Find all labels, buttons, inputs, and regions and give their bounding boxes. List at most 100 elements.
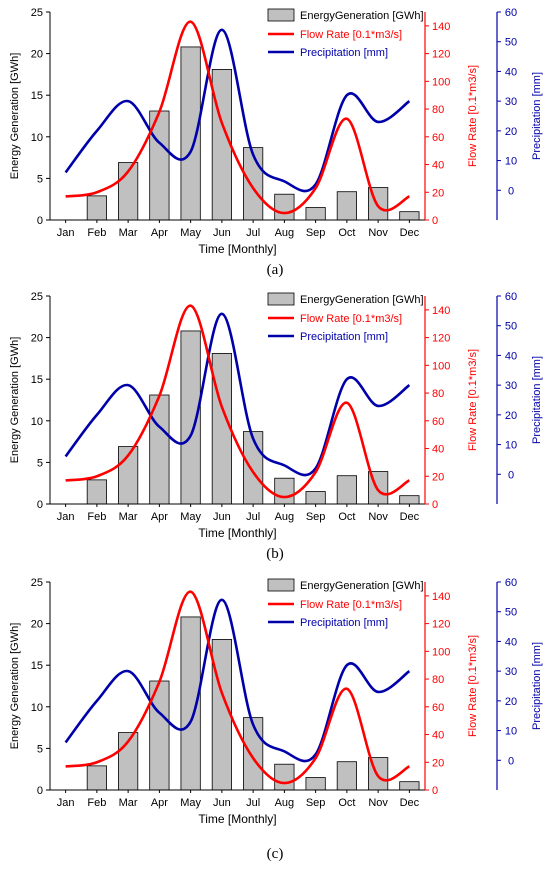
x-tick-label: Jun bbox=[213, 511, 231, 523]
y1-tick-label: 15 bbox=[31, 374, 43, 386]
energy-bar-jun bbox=[211, 69, 232, 221]
flow-rate-line bbox=[65, 590, 411, 785]
energy-bar-feb bbox=[86, 479, 107, 505]
y1-tick-label: 25 bbox=[31, 577, 43, 589]
y3-tick-label: 60 bbox=[505, 577, 517, 589]
y2-tick-label: 140 bbox=[432, 591, 450, 603]
y3-tick-label: 0 bbox=[508, 755, 514, 767]
y3-tick-label: 30 bbox=[505, 380, 517, 392]
y2-tick-label: 20 bbox=[432, 757, 444, 769]
y3-tick-label: 50 bbox=[505, 607, 517, 619]
x-tick-label: Aug bbox=[275, 797, 295, 809]
x-tick-label: Jan bbox=[57, 511, 75, 523]
y1-axis-title: Energy Generation [GWh] bbox=[9, 623, 21, 750]
y2-tick-label: 80 bbox=[432, 674, 444, 686]
x-tick-label: Sep bbox=[306, 797, 326, 809]
x-tick-label: Sep bbox=[306, 511, 326, 523]
y1-tick-label: 25 bbox=[31, 7, 43, 19]
energy-bar-oct bbox=[336, 761, 357, 791]
energy-bar-jul bbox=[243, 717, 264, 791]
y2-tick-label: 100 bbox=[432, 76, 450, 88]
x-tick-label: Oct bbox=[338, 797, 355, 809]
y2-axis-title: Flow Rate [0.1*m3/s] bbox=[467, 349, 479, 451]
y2-tick-label: 20 bbox=[432, 187, 444, 199]
legend-label-energy: EnergyGeneration [GWh] bbox=[300, 10, 424, 22]
y2-tick-label: 60 bbox=[432, 132, 444, 144]
y2-tick-label: 140 bbox=[432, 21, 450, 33]
y3-tick-label: 0 bbox=[508, 185, 514, 197]
y2-tick-label: 120 bbox=[432, 619, 450, 631]
energy-bar-jul bbox=[243, 431, 264, 505]
y2-tick-label: 0 bbox=[432, 215, 438, 227]
legend-label-flow: Flow Rate [0.1*m3/s] bbox=[300, 599, 402, 611]
y3-tick-label: 10 bbox=[505, 440, 517, 452]
y3-tick-label: 0 bbox=[508, 469, 514, 481]
y1-tick-label: 0 bbox=[37, 215, 43, 227]
y3-tick-label: 10 bbox=[505, 156, 517, 168]
y3-tick-label: 60 bbox=[505, 291, 517, 303]
y3-tick-label: 40 bbox=[505, 66, 517, 78]
y3-axis-title: Precipitation [mm] bbox=[531, 72, 543, 160]
x-tick-label: Jul bbox=[246, 511, 260, 523]
y3-tick-label: 20 bbox=[505, 696, 517, 708]
x-tick-label: Apr bbox=[151, 227, 168, 239]
legend-label-precipitation: Precipitation [mm] bbox=[300, 331, 388, 343]
legend-label-energy: EnergyGeneration [GWh] bbox=[300, 294, 424, 306]
chart-svg-c: 0 5 10 15 20 25 Energy Generation [GWh] Jan Feb M… bbox=[9, 577, 543, 826]
legend-label-precipitation: Precipitation [mm] bbox=[300, 617, 388, 629]
y2-tick-label: 140 bbox=[432, 305, 450, 317]
energy-bar-feb bbox=[86, 195, 107, 221]
precipitation-line bbox=[64, 312, 411, 477]
energy-bar-dec bbox=[399, 781, 420, 791]
x-tick-label: Aug bbox=[275, 511, 295, 523]
x-tick-label: Oct bbox=[338, 511, 355, 523]
x-tick-label: May bbox=[180, 227, 201, 239]
energy-bar-sep bbox=[305, 207, 326, 221]
y1-tick-label: 0 bbox=[37, 499, 43, 511]
x-axis-title: Time [Monthly] bbox=[198, 526, 276, 540]
x-tick-label: Dec bbox=[400, 797, 420, 809]
y2-tick-label: 0 bbox=[432, 499, 438, 511]
chart-panel-c: 0 5 10 15 20 25 Energy Generation [GWh] Jan Feb M… bbox=[0, 570, 550, 862]
legend-label-flow: Flow Rate [0.1*m3/s] bbox=[300, 29, 402, 41]
y3-tick-label: 20 bbox=[505, 126, 517, 138]
y2-tick-label: 80 bbox=[432, 104, 444, 116]
y2-tick-label: 40 bbox=[432, 444, 444, 456]
y1-axis-title: Energy Generation [GWh] bbox=[9, 337, 21, 464]
y1-tick-label: 20 bbox=[31, 619, 43, 631]
y2-tick-label: 0 bbox=[432, 785, 438, 797]
y2-tick-label: 20 bbox=[432, 471, 444, 483]
x-tick-label: Mar bbox=[119, 227, 138, 239]
y2-tick-label: 40 bbox=[432, 160, 444, 172]
x-tick-label: Dec bbox=[400, 511, 420, 523]
y3-tick-label: 60 bbox=[505, 7, 517, 19]
chart-panel-b: 0 5 10 15 20 25 Energy Generation [GWh] Jan Feb M… bbox=[0, 284, 550, 576]
y3-tick-label: 30 bbox=[505, 666, 517, 678]
y1-tick-label: 20 bbox=[31, 333, 43, 345]
precipitation-line bbox=[64, 28, 411, 193]
x-tick-label: Nov bbox=[368, 797, 388, 809]
energy-bar-jul bbox=[243, 147, 264, 221]
x-axis-title: Time [Monthly] bbox=[198, 812, 276, 826]
y3-tick-label: 10 bbox=[505, 726, 517, 738]
x-tick-label: Jul bbox=[246, 227, 260, 239]
x-tick-label: Jan bbox=[57, 227, 75, 239]
y2-tick-label: 80 bbox=[432, 388, 444, 400]
x-tick-label: Jan bbox=[57, 797, 75, 809]
x-tick-label: May bbox=[180, 511, 201, 523]
y2-tick-label: 100 bbox=[432, 360, 450, 372]
energy-bar-dec bbox=[399, 211, 420, 221]
x-tick-label: Mar bbox=[119, 797, 138, 809]
x-tick-label: Apr bbox=[151, 797, 168, 809]
y2-tick-label: 40 bbox=[432, 730, 444, 742]
y2-tick-label: 60 bbox=[432, 416, 444, 428]
flow-rate-line bbox=[65, 304, 411, 499]
legend-label-energy: EnergyGeneration [GWh] bbox=[300, 580, 424, 592]
energy-bar-aug bbox=[274, 193, 295, 221]
energy-bar-jun bbox=[211, 639, 232, 791]
x-axis-title: Time [Monthly] bbox=[198, 242, 276, 256]
y1-tick-label: 15 bbox=[31, 90, 43, 102]
y2-axis-title: Flow Rate [0.1*m3/s] bbox=[467, 65, 479, 167]
chart-svg-a: 0 5 10 15 20 25 Energy Generation [GWh] Jan Feb M… bbox=[9, 7, 543, 256]
x-tick-label: Jun bbox=[213, 227, 231, 239]
